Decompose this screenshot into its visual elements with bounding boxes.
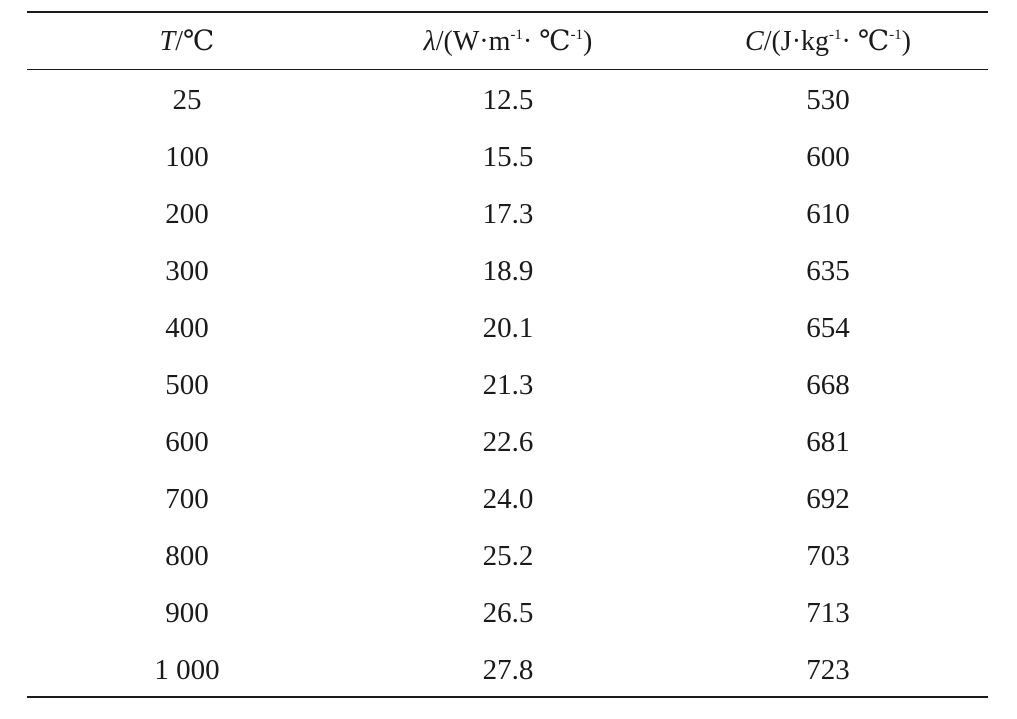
table-row: 800 25.2 703	[0, 526, 1017, 583]
cell-temperature: 1 000	[154, 654, 220, 686]
cell-temperature: 600	[165, 426, 209, 458]
cell-specific-heat: 681	[806, 426, 850, 458]
cell-conductivity: 21.3	[482, 369, 534, 401]
cell-temperature: 900	[165, 597, 209, 629]
header-specific-heat: C/(J·kg-1· ℃-1)	[745, 28, 911, 56]
table-row: 600 22.6 681	[0, 412, 1017, 469]
cell-temperature: 100	[165, 141, 209, 173]
header-conductivity-exp1: -1	[510, 27, 523, 43]
table-top-rule	[27, 11, 988, 13]
header-conductivity: λ/(W·m-1· ℃-1)	[424, 28, 593, 56]
cell-conductivity: 18.9	[482, 255, 534, 287]
table-row: 1 000 27.8 723	[0, 640, 1017, 697]
cell-conductivity: 15.5	[482, 141, 534, 173]
cell-specific-heat: 713	[806, 597, 850, 629]
cell-specific-heat: 654	[806, 312, 850, 344]
table-header-rule	[27, 69, 988, 70]
header-conductivity-unit-mid: · ℃	[522, 26, 571, 57]
cell-temperature: 300	[165, 255, 209, 287]
header-conductivity-unit-suffix: )	[583, 26, 593, 57]
cell-specific-heat: 600	[806, 141, 850, 173]
table-row: 500 21.3 668	[0, 355, 1017, 412]
cell-conductivity: 12.5	[482, 84, 534, 116]
cell-temperature: 25	[172, 84, 202, 116]
cell-temperature: 800	[165, 540, 209, 572]
table-row: 300 18.9 635	[0, 241, 1017, 298]
table-bottom-rule	[27, 696, 988, 698]
cell-specific-heat: 723	[806, 654, 850, 686]
header-conductivity-exp2: -1	[570, 27, 584, 43]
cell-specific-heat: 692	[806, 483, 850, 515]
header-specific-heat-unit-mid: · ℃	[841, 26, 890, 57]
cell-specific-heat: 610	[806, 198, 850, 230]
cell-specific-heat: 703	[806, 540, 850, 572]
cell-conductivity: 26.5	[482, 597, 534, 629]
cell-temperature: 700	[165, 483, 209, 515]
cell-specific-heat: 668	[806, 369, 850, 401]
cell-temperature: 200	[165, 198, 209, 230]
table-row: 25 12.5 530	[0, 70, 1017, 127]
table-row: 200 17.3 610	[0, 184, 1017, 241]
table-row: 400 20.1 654	[0, 298, 1017, 355]
cell-conductivity: 22.6	[482, 426, 534, 458]
cell-specific-heat: 635	[806, 255, 850, 287]
table-row: 100 15.5 600	[0, 127, 1017, 184]
cell-conductivity: 17.3	[482, 198, 534, 230]
cell-temperature: 400	[165, 312, 209, 344]
header-temperature-symbol: T	[159, 26, 176, 57]
table-body: 25 12.5 530 100 15.5 600 200 17.3 610 30…	[0, 70, 1017, 696]
table-row: 900 26.5 713	[0, 583, 1017, 640]
cell-conductivity: 27.8	[482, 654, 534, 686]
cell-conductivity: 24.0	[482, 483, 534, 515]
header-specific-heat-exp1: -1	[829, 27, 842, 43]
header-specific-heat-unit-prefix: /(J·kg	[763, 26, 830, 57]
header-temperature-unit: /℃	[175, 26, 215, 57]
header-temperature: T/℃	[160, 28, 215, 56]
cell-conductivity: 25.2	[482, 540, 534, 572]
header-specific-heat-exp2: -1	[889, 27, 902, 43]
header-specific-heat-unit-suffix: )	[901, 26, 911, 57]
cell-conductivity: 20.1	[482, 312, 534, 344]
table-header-row: T/℃ λ/(W·m-1· ℃-1) C/(J·kg-1· ℃-1)	[27, 14, 988, 69]
cell-specific-heat: 530	[806, 84, 850, 116]
header-conductivity-symbol: λ	[423, 26, 436, 57]
table-row: 700 24.0 692	[0, 469, 1017, 526]
header-conductivity-unit-prefix: /(W·m	[435, 26, 511, 57]
header-specific-heat-symbol: C	[745, 26, 764, 57]
cell-temperature: 500	[165, 369, 209, 401]
